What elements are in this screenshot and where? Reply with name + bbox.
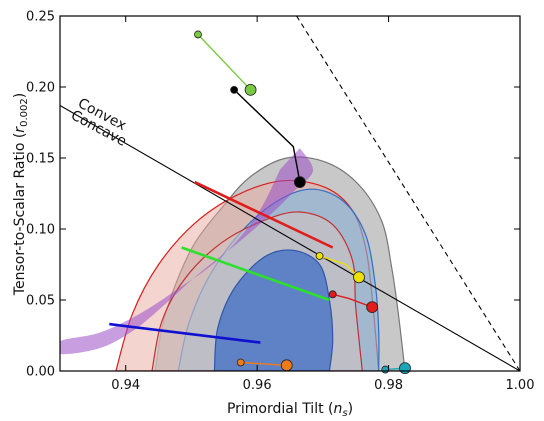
x-tick-label: 1.00 (506, 378, 535, 393)
series-line (197, 34, 252, 91)
dashed-reference-line (296, 16, 520, 371)
y-tick-label: 0.05 (26, 294, 55, 309)
series-line (240, 361, 287, 366)
y-tick-label: 0.00 (26, 365, 55, 380)
purple-band-region (60, 148, 314, 355)
x-tick-label: 0.98 (374, 378, 403, 393)
y-tick-label: 0.20 (26, 81, 55, 96)
chart-fills (60, 148, 406, 371)
series-point (328, 290, 337, 299)
convex-concave-boundary-line (60, 104, 520, 371)
series-point (399, 362, 411, 375)
series-line (194, 180, 334, 249)
series-line (233, 89, 301, 183)
chart-lines (60, 16, 520, 371)
series-point (244, 83, 257, 96)
axis-ticks (60, 15, 521, 372)
series-point (230, 85, 239, 94)
y-tick-label: 0.10 (26, 223, 55, 238)
series-line (319, 255, 360, 278)
x-tick-label: 0.96 (243, 378, 272, 393)
series-point (381, 365, 390, 374)
series-line (332, 293, 373, 308)
series-point (293, 176, 306, 189)
tick-labels: 0.94 0.96 0.98 1.00 0.00 0.05 0.10 0.15 0.20 0.25 (26, 10, 534, 394)
series-point (353, 271, 365, 284)
chart-markers (194, 30, 411, 375)
y-tick-label: 0.25 (26, 10, 55, 25)
series-point (194, 30, 202, 39)
series-line (109, 322, 261, 344)
series-line (181, 246, 330, 302)
series-point (280, 359, 293, 372)
series-point (366, 301, 379, 314)
x-axis-title: Primordial Tilt (ns) (227, 401, 353, 419)
y-tick-label: 0.15 (26, 152, 55, 167)
plot-frame (59, 15, 521, 372)
x-tick-label: 0.94 (111, 378, 140, 393)
series-point (236, 358, 245, 367)
series-point (315, 252, 324, 260)
y-axis-title: Tensor-to-Scalar Ratio (r0.002) (12, 93, 30, 296)
